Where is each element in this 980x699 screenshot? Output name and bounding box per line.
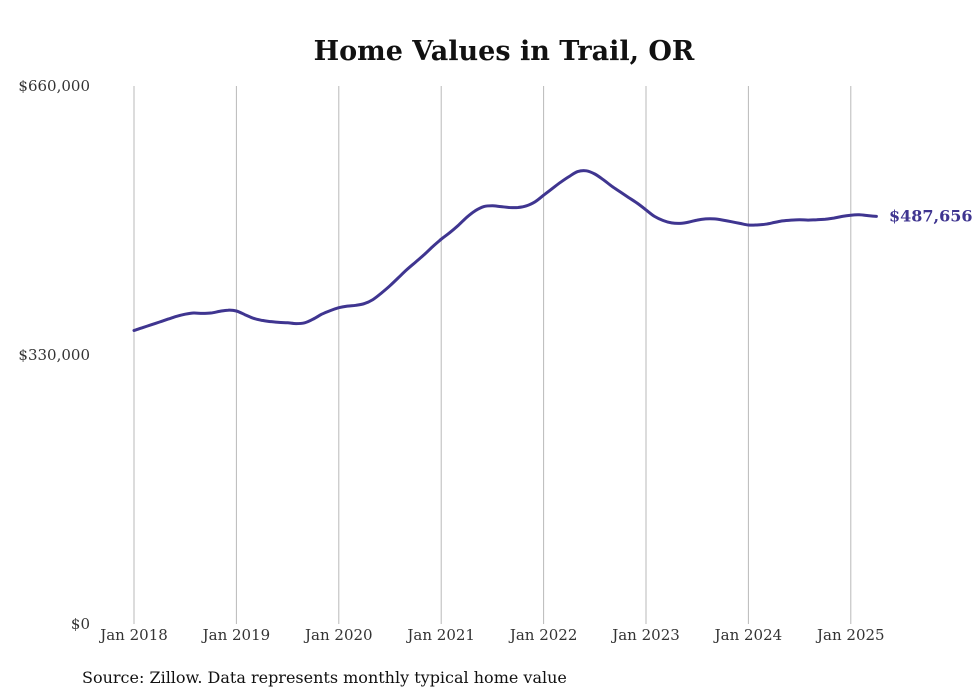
x-tick-label: Jan 2021 — [405, 626, 475, 644]
x-axis: Jan 2018 Jan 2019 Jan 2020 Jan 2021 Jan 2022… — [98, 626, 884, 644]
latest-value-label: $487,656 — [889, 206, 973, 225]
x-tick-label: Jan 2023 — [610, 626, 680, 644]
y-tick-label: $660,000 — [18, 77, 90, 95]
y-tick-label: $0 — [71, 615, 90, 633]
chart-title: Home Values in Trail, OR — [314, 36, 695, 67]
home-value-line — [132, 169, 878, 332]
x-tick-label: Jan 2020 — [303, 626, 373, 644]
x-tick-label: Jan 2022 — [508, 626, 578, 644]
source-note: Source: Zillow. Data represents monthly … — [82, 668, 567, 687]
x-tick-label: Jan 2024 — [713, 626, 783, 644]
y-tick-label: $330,000 — [18, 346, 90, 364]
y-axis: $0 $330,000 $660,000 — [18, 77, 90, 633]
x-tick-label: Jan 2019 — [201, 626, 271, 644]
x-tick-label: Jan 2018 — [98, 626, 168, 644]
x-tick-label: Jan 2025 — [815, 626, 885, 644]
gridlines — [133, 86, 852, 624]
